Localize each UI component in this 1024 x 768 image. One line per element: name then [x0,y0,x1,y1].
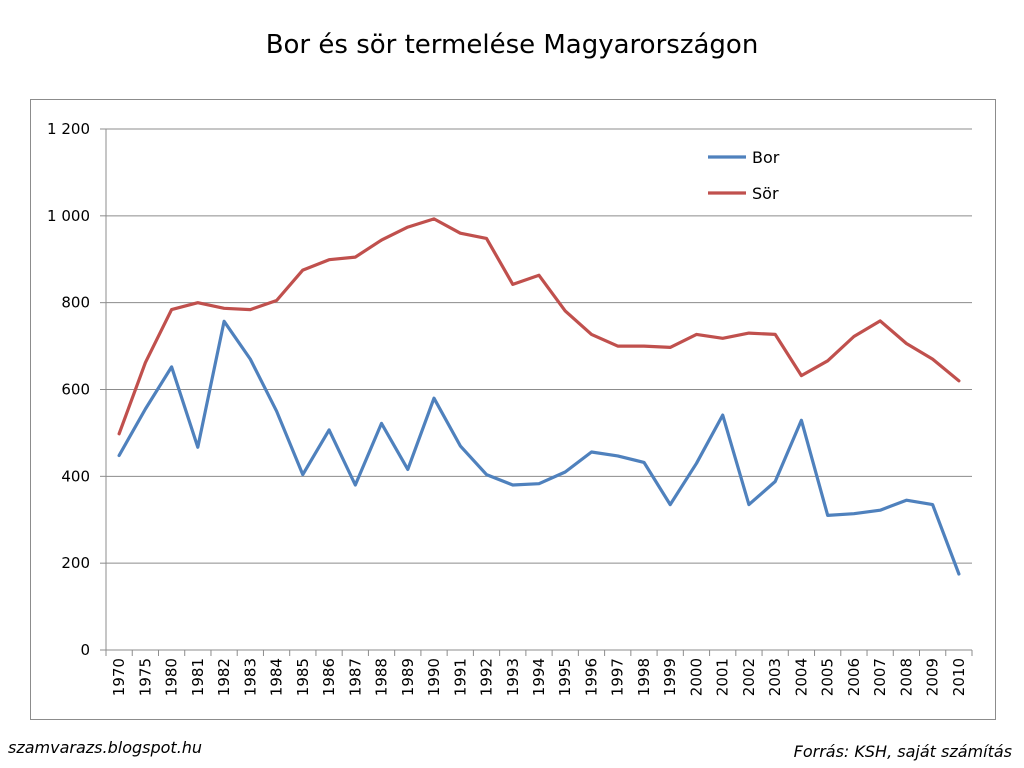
x-tick-label: 1995 [556,658,574,696]
x-tick-label: 1985 [294,658,312,696]
gridlines [106,128,972,564]
x-tick-label: 1981 [189,658,207,696]
x-tick-label: 2000 [687,658,705,696]
x-tick-label: 1999 [661,658,679,696]
x-tick-label: 1997 [609,658,627,696]
x-tick-label: 2001 [714,658,732,696]
footer-source-credit: Forrás: KSH, saját számítás [793,742,1012,761]
x-tick-label: 1983 [241,658,259,696]
x-tick-label: 1970 [110,658,128,696]
x-tick-label: 1982 [215,658,233,696]
y-tick-label: 400 [61,467,90,485]
footer-source-blog: szamvarazs.blogspot.hu [8,738,203,757]
chart-frame [30,99,996,720]
y-tick-label: 1 200 [47,120,90,138]
x-tick-label: 1993 [504,658,522,696]
x-tick-label: 1989 [399,658,417,696]
x-tick-label: 1994 [530,658,548,696]
x-tick-label: 1975 [136,658,154,696]
axes: 0 200 400 600 800 1 000 1 200 1970 1975 1980 1981 1… [47,120,973,696]
legend: Bor Sör [708,148,780,203]
series-line-bor [117,319,961,576]
y-tick-label: 800 [61,294,90,312]
x-tick-label: 1992 [478,658,496,696]
x-tick-label: 2009 [924,658,942,696]
x-tick-label: 1991 [451,658,469,696]
y-tick-label: 1 000 [47,207,90,225]
x-tick-label: 2002 [740,658,758,696]
x-tick-label: 1998 [635,658,653,696]
series-lines [117,217,961,576]
legend-label-bor: Bor [752,148,780,167]
x-tick-label: 1980 [163,658,181,696]
x-tick-label: 2008 [897,658,915,696]
legend-label-sör: Sör [752,184,779,203]
x-tick-label: 2006 [845,658,863,696]
x-tick-label: 1988 [373,658,391,696]
x-tick-label: 1987 [346,658,364,696]
x-tick-label: 2010 [950,658,968,696]
x-tick-label: 2003 [766,658,784,696]
x-tick-label: 1984 [268,658,286,696]
series-line-sör [117,217,961,436]
y-tick-label: 0 [80,641,90,659]
x-tick-label: 2005 [819,658,837,696]
y-tick-label: 200 [61,554,90,572]
x-tick-label: 2007 [871,658,889,696]
x-tick-label: 2004 [792,658,810,696]
x-tick-label: 1990 [425,658,443,696]
x-tick-label: 1996 [582,658,600,696]
chart-title: Bor és sör termelése Magyarországon [265,30,759,60]
y-tick-label: 600 [61,381,90,399]
x-tick-label: 1986 [320,658,338,696]
